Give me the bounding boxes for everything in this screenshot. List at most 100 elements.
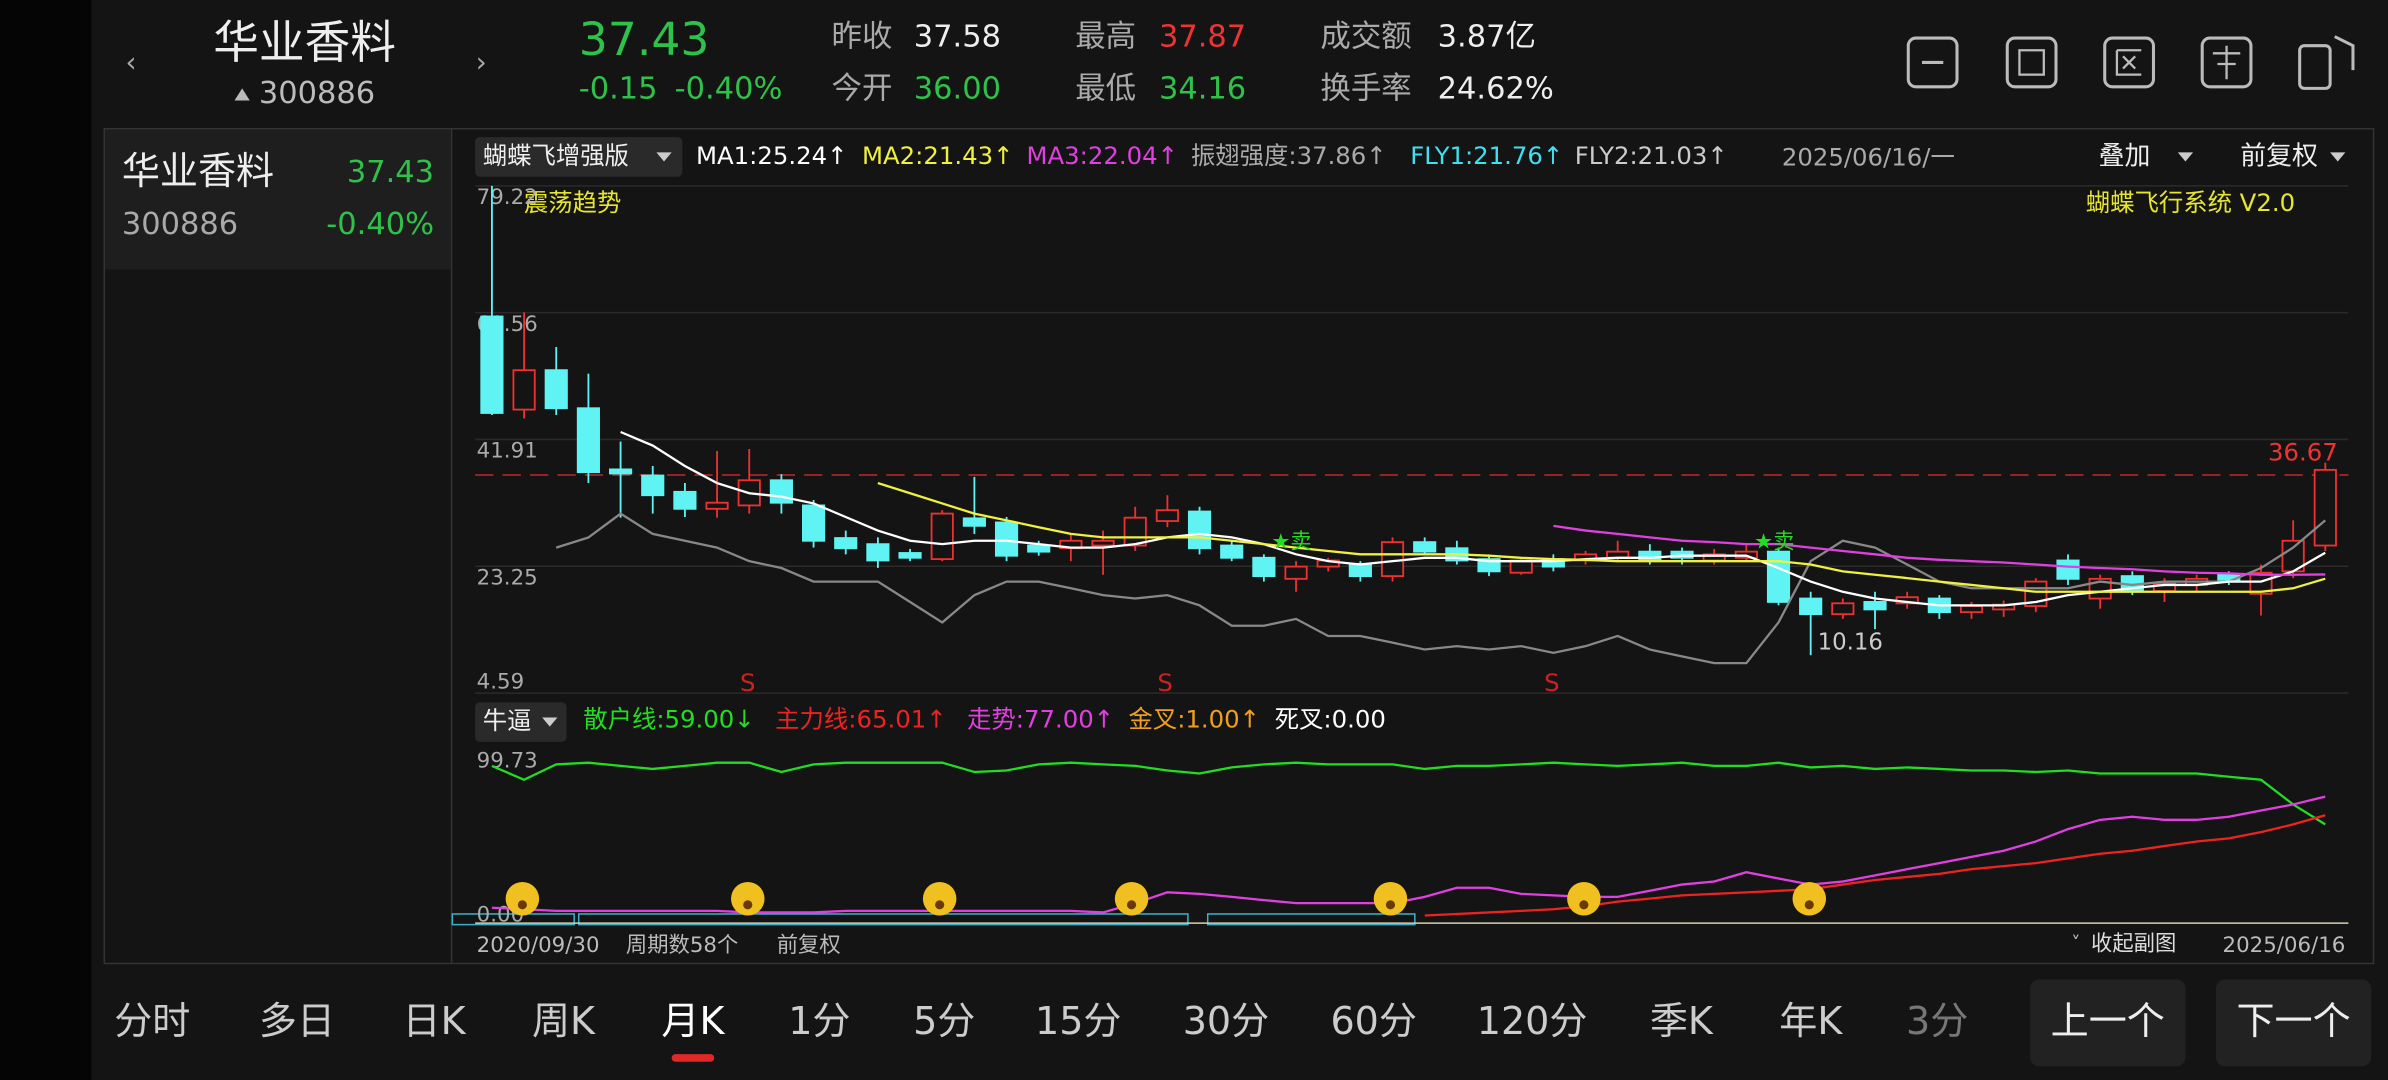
signal-box <box>1206 913 1416 926</box>
change-pct: -0.40% <box>675 71 783 106</box>
stat-value: 3.87亿 <box>1438 20 1536 55</box>
candle-body <box>834 537 858 550</box>
watchlist-item[interactable] <box>105 129 451 270</box>
stat-value: 37.58 <box>914 20 1001 55</box>
next-button-bg[interactable] <box>2215 979 2372 1067</box>
icon-glyph <box>2018 49 2045 76</box>
icon-button[interactable] <box>2005 36 2058 89</box>
candle-body <box>2313 468 2337 547</box>
candle-body <box>1413 541 1437 553</box>
stock-name: 华业香料 <box>213 16 396 69</box>
stat-value: 36.00 <box>914 71 1001 106</box>
indicator-select[interactable] <box>475 137 683 177</box>
candle-body <box>1284 565 1308 580</box>
candle-body <box>866 543 890 562</box>
y-tick-label: 79.22 <box>477 185 538 210</box>
price: 37.43 <box>579 13 710 66</box>
indicator-line <box>555 512 2326 665</box>
collapse-button[interactable]: 收起副图 <box>2091 931 2176 956</box>
trend-label: 震荡趋势 <box>524 188 621 217</box>
stat-value: 37.87 <box>1159 20 1246 55</box>
sub-legend-entry: 走势:77.00↑ <box>967 705 1114 734</box>
tab[interactable]: 月K <box>661 999 725 1043</box>
start-date: 2020/09/30 <box>477 933 600 958</box>
tab[interactable]: 分时 <box>114 999 190 1043</box>
tab[interactable]: 1分 <box>788 999 850 1043</box>
prev-button-bg[interactable] <box>2030 979 2186 1067</box>
prev-button[interactable]: 上一个 <box>2051 999 2165 1043</box>
watch-code: 300886 <box>122 207 238 242</box>
tab[interactable]: 60分 <box>1330 999 1416 1043</box>
candle-body <box>609 468 633 475</box>
stat-value: 34.16 <box>1159 71 1246 106</box>
sub-legend-entry: 死叉:0.00 <box>1275 705 1386 734</box>
tab[interactable]: 多日 <box>259 999 335 1043</box>
sub-legend-entry: 主力线:65.01↑ <box>775 705 946 734</box>
icon-button[interactable] <box>2200 36 2253 89</box>
y-tick-label: 41.91 <box>477 439 538 464</box>
candle-body <box>1187 510 1212 550</box>
collapse-icon: ˅ <box>2071 933 2080 954</box>
next-stock-arrow[interactable]: › <box>476 47 487 78</box>
tab[interactable]: 5分 <box>913 999 975 1043</box>
footer-adjust: 前复权 <box>777 933 841 958</box>
stat-label: 昨收 <box>832 20 893 55</box>
indicator-line <box>877 481 2326 593</box>
stat-label: 今开 <box>832 71 893 106</box>
code-icon <box>234 88 250 101</box>
candle-body <box>1091 539 1115 547</box>
dropdown-icon <box>542 717 558 727</box>
candle-body <box>1380 541 1405 578</box>
candle-body <box>480 315 504 414</box>
sell-mark: S <box>1157 668 1172 697</box>
candle-body <box>1799 597 1823 616</box>
sub-indicator-name: 牛逼 <box>483 706 532 735</box>
tab[interactable]: 15分 <box>1035 999 1121 1043</box>
candle-body <box>1348 562 1372 578</box>
signal-tag: ★卖 <box>1271 529 1311 554</box>
watch-change: -0.40% <box>326 207 434 242</box>
candle-body <box>801 504 826 542</box>
sell-mark: S <box>1544 668 1559 697</box>
y-tick-label: 4.59 <box>477 669 524 694</box>
chart-date: 2025/06/16/一 <box>1782 142 1955 171</box>
emoji-mouth <box>1804 900 1814 910</box>
stat-label: 最高 <box>1075 20 1136 55</box>
icon-button[interactable] <box>1906 36 1959 89</box>
tab[interactable]: 周K <box>532 999 596 1043</box>
candle-body <box>705 501 729 510</box>
next-button[interactable]: 下一个 <box>2236 999 2350 1043</box>
candle-body <box>1959 605 1984 614</box>
indicator-line <box>491 795 2326 914</box>
tab[interactable]: 120分 <box>1477 999 1588 1043</box>
adjust-button[interactable]: 前复权 <box>2240 141 2318 171</box>
tab[interactable]: 30分 <box>1183 999 1269 1043</box>
candle-body <box>1220 544 1244 559</box>
icon-button[interactable] <box>2298 44 2332 90</box>
icon-button[interactable] <box>2103 36 2155 89</box>
price-line-label: 36.67 <box>2268 438 2338 467</box>
tab[interactable]: 季K <box>1650 999 1714 1043</box>
candle-body <box>898 552 922 559</box>
legend-entry: MA3:22.04↑ <box>1026 141 1178 170</box>
dropdown-icon <box>656 152 672 162</box>
indicator-line <box>1553 524 2326 576</box>
emoji-mouth <box>1126 900 1137 910</box>
tab[interactable]: 日K <box>403 999 467 1043</box>
sub-indicator-select[interactable] <box>475 702 567 742</box>
stock-code: 300886 <box>259 76 375 111</box>
candle-body <box>641 474 665 497</box>
overlay-button[interactable]: 叠加 <box>2099 141 2151 171</box>
prev-stock-arrow[interactable]: ‹ <box>125 47 136 78</box>
legend-entry: FLY1:21.76↑ <box>1410 141 1563 170</box>
tab[interactable]: 年K <box>1779 999 1843 1043</box>
legend-entry: MA2:21.43↑ <box>862 141 1014 170</box>
candle-body <box>1863 601 1887 611</box>
change: -0.15 <box>579 71 658 106</box>
signal-box <box>577 913 1189 926</box>
tab[interactable]: 3分 <box>1906 999 1968 1043</box>
emoji-face <box>1567 881 1601 916</box>
